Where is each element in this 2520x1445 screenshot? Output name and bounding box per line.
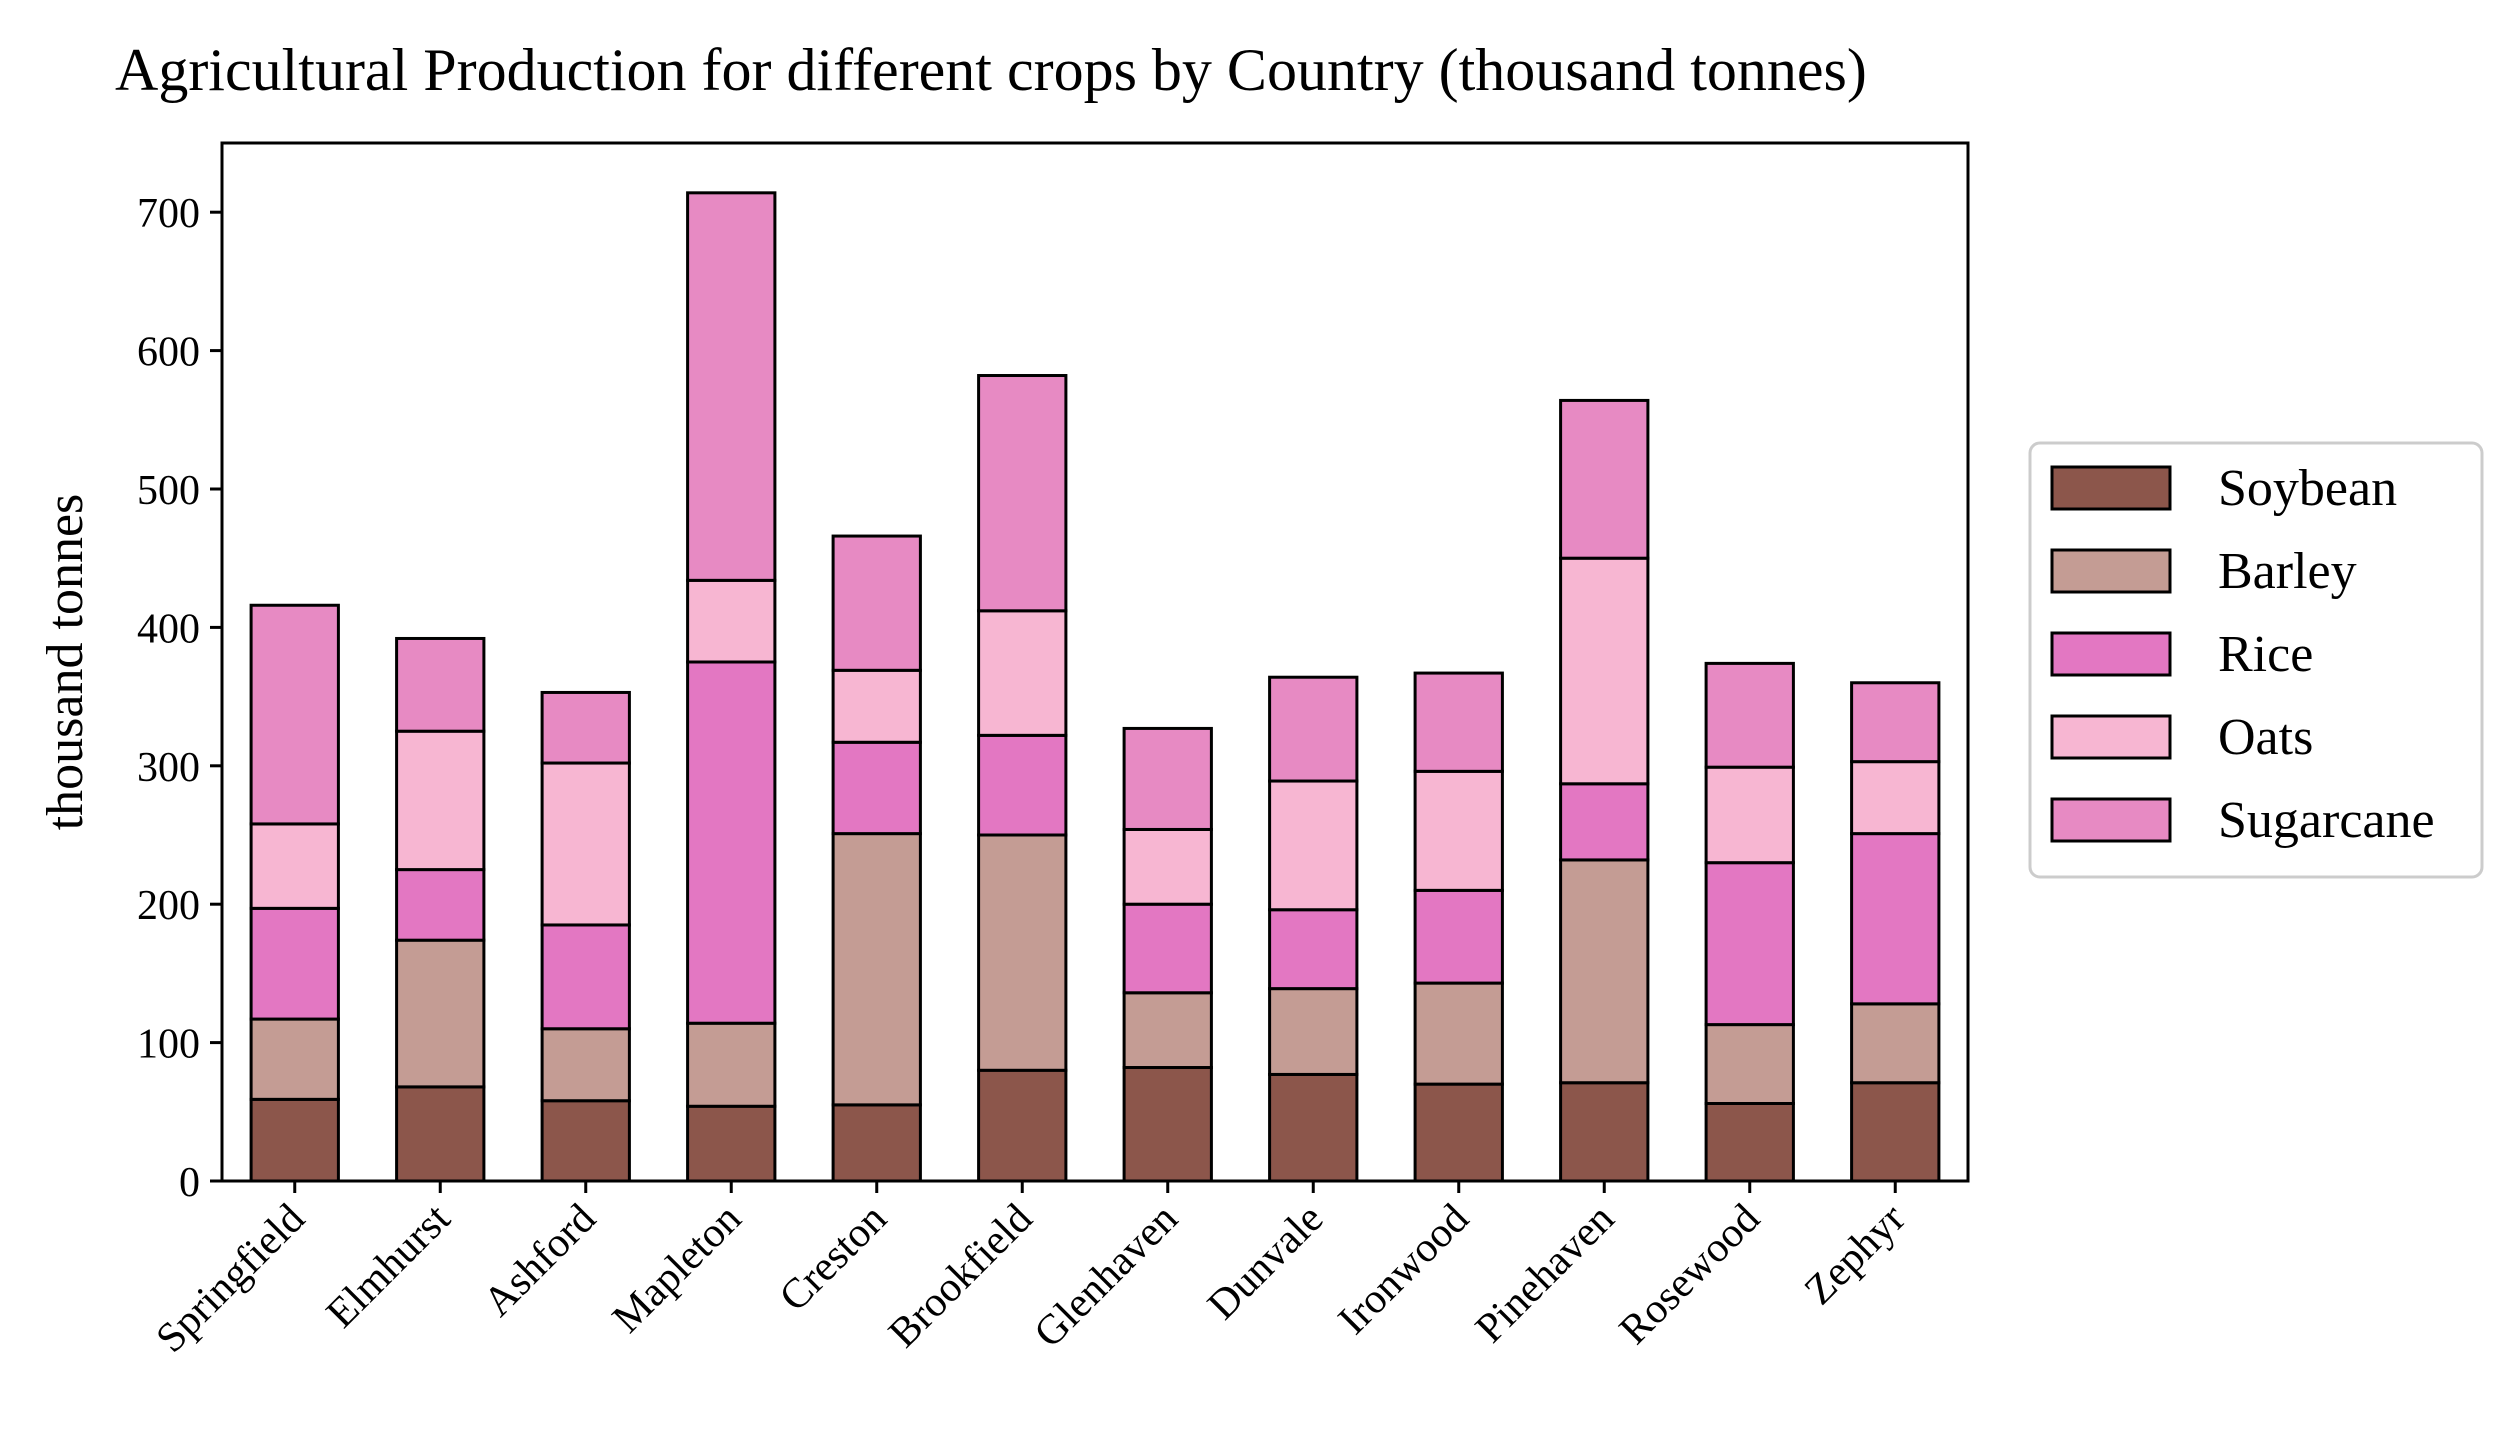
bar-rice-ashford	[540, 923, 631, 1031]
y-tick-label: 700	[137, 191, 200, 237]
bar-rice-pinehaven	[1559, 782, 1650, 862]
bar-rice-zephyr	[1850, 832, 1941, 1006]
chart-title: Agricultural Production for different cr…	[115, 37, 1867, 103]
legend-label-barley: Barley	[2218, 543, 2357, 600]
bar-sugarcane-zephyr	[1850, 681, 1941, 764]
bar-barley-dunvale	[1268, 987, 1359, 1076]
bar-barley-creston	[831, 832, 922, 1107]
bar-oats-dunvale	[1268, 779, 1359, 912]
bar-sugarcane-glenhaven	[1122, 726, 1213, 831]
bar-rice-dunvale	[1268, 908, 1359, 991]
x-tick-label: Ashford	[475, 1196, 605, 1326]
bar-barley-brookfield	[977, 833, 1068, 1072]
legend-label-oats: Oats	[2218, 709, 2313, 766]
legend-label-rice: Rice	[2218, 626, 2313, 683]
bar-sugarcane-mapleton	[686, 191, 777, 582]
bar-soybean-mapleton	[686, 1104, 777, 1183]
bar-sugarcane-creston	[831, 534, 922, 672]
y-tick-label: 400	[137, 606, 200, 652]
bar-sugarcane-dunvale	[1268, 675, 1359, 783]
bar-oats-zephyr	[1850, 760, 1941, 836]
x-tick-label: Brookfield	[880, 1196, 1041, 1357]
bar-oats-ashford	[540, 761, 631, 927]
bar-sugarcane-elmhurst	[395, 636, 486, 733]
bar-sugarcane-pinehaven	[1559, 398, 1650, 560]
bar-sugarcane-brookfield	[977, 374, 1068, 613]
y-tick-label: 0	[179, 1160, 200, 1206]
bar-oats-mapleton	[686, 578, 777, 664]
bar-oats-brookfield	[977, 609, 1068, 737]
bar-rice-glenhaven	[1122, 902, 1213, 995]
bar-barley-elmhurst	[395, 938, 486, 1089]
y-tick-label: 100	[137, 1022, 200, 1068]
bar-rice-elmhurst	[395, 868, 486, 942]
bar-soybean-pinehaven	[1559, 1081, 1650, 1183]
bar-sugarcane-ironwood	[1413, 671, 1504, 773]
y-tick-label: 200	[137, 883, 200, 929]
bar-rice-mapleton	[686, 660, 777, 1025]
bar-barley-springfield	[249, 1017, 340, 1101]
bar-rice-springfield	[249, 906, 340, 1021]
x-tick-label: Springfield	[148, 1196, 314, 1362]
bar-barley-zephyr	[1850, 1002, 1941, 1085]
x-tick-label: Dunvale	[1199, 1196, 1332, 1329]
bar-barley-mapleton	[686, 1021, 777, 1108]
bar-oats-creston	[831, 668, 922, 744]
bar-barley-ironwood	[1413, 981, 1504, 1086]
bar-soybean-creston	[831, 1103, 922, 1183]
bar-oats-glenhaven	[1122, 827, 1213, 906]
x-tick-label: Creston	[771, 1196, 896, 1321]
bar-soybean-springfield	[249, 1097, 340, 1183]
bar-oats-pinehaven	[1559, 556, 1650, 786]
legend-swatch-sugarcane	[2050, 797, 2172, 843]
bar-soybean-brookfield	[977, 1068, 1068, 1183]
x-tick-label: Rosewood	[1611, 1196, 1769, 1354]
bar-sugarcane-springfield	[249, 603, 340, 826]
bar-soybean-ashford	[540, 1099, 631, 1183]
legend-label-sugarcane: Sugarcane	[2218, 792, 2435, 849]
bar-soybean-glenhaven	[1122, 1066, 1213, 1183]
bar-oats-ironwood	[1413, 769, 1504, 892]
legend: Soybean Barley Rice Oats Sugarcane	[2028, 441, 2484, 879]
y-tick-label: 500	[137, 468, 200, 514]
bar-barley-glenhaven	[1122, 991, 1213, 1070]
bar-oats-rosewood	[1704, 765, 1795, 865]
bar-rice-creston	[831, 740, 922, 836]
legend-swatch-soybean	[2050, 465, 2172, 511]
bar-rice-brookfield	[977, 733, 1068, 837]
legend-swatch-barley	[2050, 548, 2172, 594]
bar-oats-springfield	[249, 822, 340, 910]
plot-frame	[220, 141, 1970, 1183]
bar-soybean-ironwood	[1413, 1082, 1504, 1183]
bar-oats-elmhurst	[395, 729, 486, 872]
bar-barley-rosewood	[1704, 1023, 1795, 1105]
y-tick-label: 600	[137, 330, 200, 376]
y-axis-label: thousand tonnes	[37, 494, 94, 831]
x-tick-label: Glenhaven	[1026, 1196, 1187, 1357]
x-tick-label: Zephyr	[1796, 1196, 1914, 1314]
bar-soybean-dunvale	[1268, 1072, 1359, 1183]
plot-area: 0 100 200 300 400 500 600 700 Springfield Elmhurs…	[137, 141, 1970, 1362]
bar-rice-ironwood	[1413, 888, 1504, 985]
bar-barley-pinehaven	[1559, 858, 1650, 1085]
legend-label-soybean: Soybean	[2218, 460, 2397, 517]
legend-swatch-rice	[2050, 631, 2172, 677]
x-tick-label: Pinehaven	[1467, 1196, 1623, 1352]
x-tick-label: Elmhurst	[318, 1195, 460, 1337]
bar-soybean-zephyr	[1850, 1081, 1941, 1183]
bar-sugarcane-rosewood	[1704, 661, 1795, 769]
bar-sugarcane-ashford	[540, 690, 631, 765]
bar-rice-rosewood	[1704, 861, 1795, 1027]
bar-soybean-elmhurst	[395, 1085, 486, 1183]
bar-soybean-rosewood	[1704, 1101, 1795, 1183]
bar-barley-ashford	[540, 1027, 631, 1103]
legend-swatch-oats	[2050, 714, 2172, 760]
y-tick-label: 300	[137, 745, 200, 791]
x-tick-label: Ironwood	[1330, 1196, 1478, 1344]
x-tick-label: Mapleton	[604, 1196, 750, 1342]
